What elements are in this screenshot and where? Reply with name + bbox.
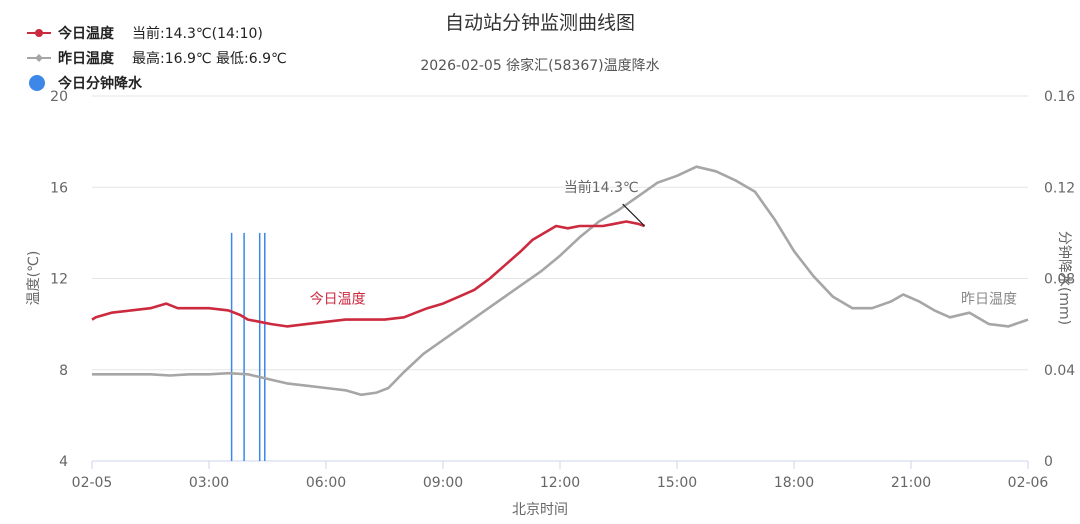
y2-tick-label: 0.04 — [1044, 363, 1075, 379]
legend-item-rain[interactable]: 今日分钟降水 — [26, 70, 287, 95]
y-tick-label: 20 — [50, 89, 68, 105]
legend-label-rain: 今日分钟降水 — [58, 75, 142, 92]
y2-tick-label: 0.12 — [1044, 180, 1075, 196]
legend-stats-yesterday: 最高:16.9℃ 最低:6.9℃ — [132, 50, 287, 67]
today-temperature-line — [91, 220, 646, 328]
x-tick-label: 02-05 — [72, 475, 113, 491]
x-axis-title: 北京时间 — [512, 502, 568, 518]
y-axis-title: 温度(℃) — [26, 251, 42, 306]
y2-axis-title: 分钟降水(mm) — [1056, 231, 1073, 325]
legend-item-today[interactable]: 今日温度 当前:14.3℃(14:10) — [26, 20, 287, 45]
legend-line-marker-icon — [26, 28, 52, 38]
x-tick-label: 21:00 — [891, 475, 931, 491]
y-tick-label: 16 — [50, 180, 68, 196]
yesterday-series-label: 昨日温度 — [961, 292, 1017, 308]
legend-label-yesterday: 昨日温度 — [58, 50, 114, 67]
legend: 今日温度 当前:14.3℃(14:10) 昨日温度 最高:16.9℃ 最低:6.… — [26, 20, 287, 95]
legend-label-today: 今日温度 — [58, 25, 114, 42]
x-tick-label: 12:00 — [540, 475, 580, 491]
x-tick-label: 15:00 — [657, 475, 697, 491]
legend-item-yesterday[interactable]: 昨日温度 最高:16.9℃ 最低:6.9℃ — [26, 45, 287, 70]
y-tick-label: 4 — [59, 454, 68, 470]
x-tick-label: 09:00 — [423, 475, 463, 491]
y-tick-label: 12 — [50, 272, 68, 288]
legend-stats-today: 当前:14.3℃(14:10) — [132, 25, 263, 42]
today-series-label: 今日温度 — [310, 292, 366, 308]
x-tick-label: 02-06 — [1008, 475, 1049, 491]
y2-tick-label: 0 — [1044, 454, 1053, 470]
x-tick-label: 18:00 — [774, 475, 814, 491]
x-tick-label: 06:00 — [306, 475, 346, 491]
current-pointer-line — [622, 203, 646, 227]
x-tick-label: 03:00 — [189, 475, 229, 491]
yesterday-temperature-line — [92, 165, 1029, 397]
current-annotation: 当前14.3℃ — [564, 179, 639, 196]
legend-diamond-marker-icon — [26, 53, 52, 63]
y2-tick-label: 0.16 — [1044, 89, 1075, 105]
legend-circle-marker-icon — [26, 74, 52, 92]
y2-tick-label: 0.08 — [1044, 272, 1075, 288]
y-tick-label: 8 — [59, 363, 68, 379]
chart-subtitle: 2026-02-05 徐家汇(58367)温度降水 — [420, 58, 660, 74]
chart-title: 自动站分钟监测曲线图 — [444, 12, 635, 34]
